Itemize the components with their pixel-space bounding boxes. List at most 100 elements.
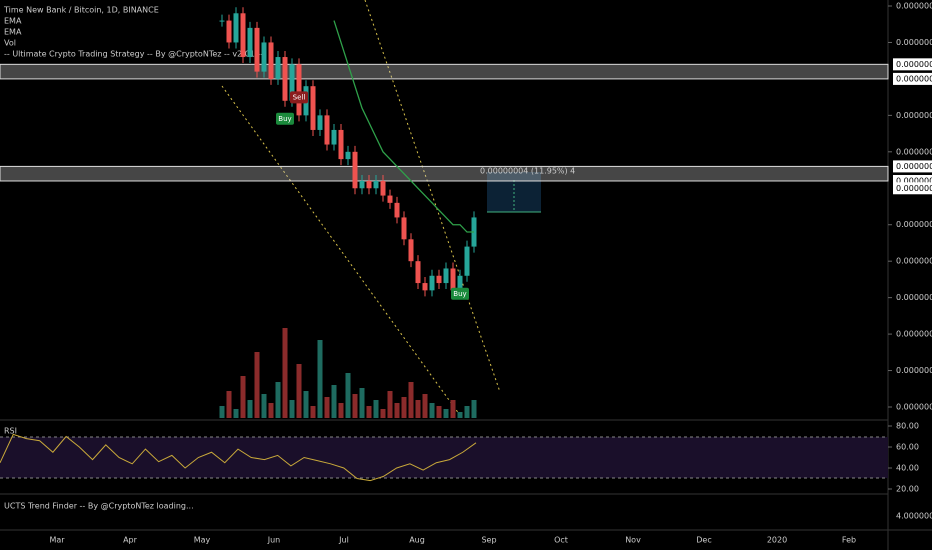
- volume-bar: [429, 403, 435, 418]
- price-highlight: [893, 72, 932, 85]
- candle: [429, 275, 435, 291]
- volume-bar: [471, 400, 477, 418]
- candle: [324, 115, 330, 145]
- month-label: Dec: [696, 536, 711, 545]
- volume-bar: [366, 406, 372, 418]
- price-tick-label: 0.00000065: [896, 2, 932, 11]
- signal-label: Sell: [293, 93, 306, 101]
- month-label: May: [194, 536, 211, 545]
- volume-bar: [296, 364, 302, 418]
- volume-bar: [233, 409, 239, 418]
- price-tick-label: 0.00000030: [896, 257, 932, 266]
- candle: [268, 42, 274, 79]
- candle: [261, 42, 267, 72]
- month-label: Oct: [554, 536, 568, 545]
- candle: [331, 129, 337, 145]
- volume-bar: [282, 328, 288, 418]
- indicator-label: EMA: [4, 28, 22, 37]
- rsi-tick-label: 20.00: [896, 485, 919, 494]
- month-label: Nov: [625, 536, 641, 545]
- candle: [443, 268, 449, 284]
- price-zone: [0, 165, 889, 182]
- candle: [394, 202, 400, 218]
- trend-label: UCTS Trend Finder -- By @CryptoNTez load…: [4, 502, 194, 511]
- volume-bar: [226, 391, 232, 418]
- rsi-line: [0, 433, 477, 482]
- trend-tick: 4.00000000: [896, 512, 932, 521]
- price-highlight-label: 0.00000040: [896, 184, 932, 193]
- price-highlight-label: 0.00000043: [896, 162, 932, 171]
- measure-label: 0.00000004 (11.95%) 4: [480, 167, 575, 176]
- price-tick-label: 0.00000010: [896, 403, 932, 412]
- candle: [366, 180, 372, 189]
- price-highlight: [893, 58, 932, 71]
- month-label: Jul: [338, 536, 349, 545]
- volume-bar: [415, 400, 421, 418]
- candle: [401, 217, 407, 240]
- price-zone: [0, 63, 889, 80]
- volume-bar: [275, 382, 281, 418]
- candle: [254, 27, 260, 72]
- candle: [464, 246, 470, 276]
- month-label: 2020: [767, 536, 787, 545]
- month-label: Feb: [842, 536, 856, 545]
- volume-bar: [394, 403, 400, 418]
- candle: [352, 151, 358, 189]
- volume-bar: [317, 340, 323, 418]
- candle: [359, 180, 365, 189]
- ema-line: [333, 20, 474, 233]
- rsi-band: [0, 437, 888, 478]
- volume-bar: [247, 400, 253, 418]
- volume-bar: [436, 406, 442, 418]
- candle: [436, 275, 442, 284]
- candle: [338, 129, 344, 160]
- candle: [422, 283, 428, 291]
- signal-label: Buy: [453, 290, 466, 298]
- candle: [408, 239, 414, 262]
- candle: [289, 64, 295, 101]
- rsi-tick-label: 40.00: [896, 464, 919, 473]
- month-label: Aug: [409, 536, 425, 545]
- volume-bar: [443, 409, 449, 418]
- volume-bar: [450, 400, 456, 418]
- price-tick-label: 0.00000015: [896, 366, 932, 375]
- price-tick-label: 0.00000025: [896, 293, 932, 302]
- volume-bar: [387, 391, 393, 418]
- volume-bar: [331, 385, 337, 418]
- candle: [233, 13, 239, 43]
- volume-bar: [373, 400, 379, 418]
- volume-bar: [240, 376, 246, 418]
- price-tick-label: 0.00000060: [896, 38, 932, 47]
- indicator-label: EMA: [4, 17, 22, 26]
- rsi-tick-label: 80.00: [896, 422, 919, 431]
- volume-bar: [345, 373, 351, 418]
- month-label: Jun: [267, 536, 281, 545]
- volume-bar: [254, 352, 260, 418]
- volume-bar: [289, 400, 295, 418]
- candle: [275, 57, 281, 79]
- indicator-label: -- Ultimate Crypto Trading Strategy -- B…: [4, 50, 263, 59]
- rsi-label: RSI: [4, 427, 17, 436]
- candle: [317, 115, 323, 130]
- volume-bar: [338, 403, 344, 418]
- volume-bar: [380, 409, 386, 418]
- candle: [219, 20, 225, 22]
- volume-bar: [324, 397, 330, 418]
- indicator-label: Vol: [4, 39, 16, 48]
- candle: [282, 57, 288, 101]
- volume-bar: [359, 388, 365, 418]
- month-label: Apr: [123, 536, 138, 545]
- candle: [247, 27, 253, 58]
- volume-bar: [401, 397, 407, 418]
- volume-bar: [352, 394, 358, 418]
- month-label: Mar: [49, 536, 65, 545]
- rsi-tick-label: 60.00: [896, 443, 919, 452]
- candle: [345, 151, 351, 160]
- candle: [296, 64, 302, 116]
- signal-badge: [451, 287, 469, 300]
- candle: [226, 20, 232, 43]
- volume-bar: [268, 403, 274, 418]
- candle: [310, 86, 316, 130]
- candle: [387, 195, 393, 203]
- price-tick-label: 0.00000045: [896, 147, 932, 156]
